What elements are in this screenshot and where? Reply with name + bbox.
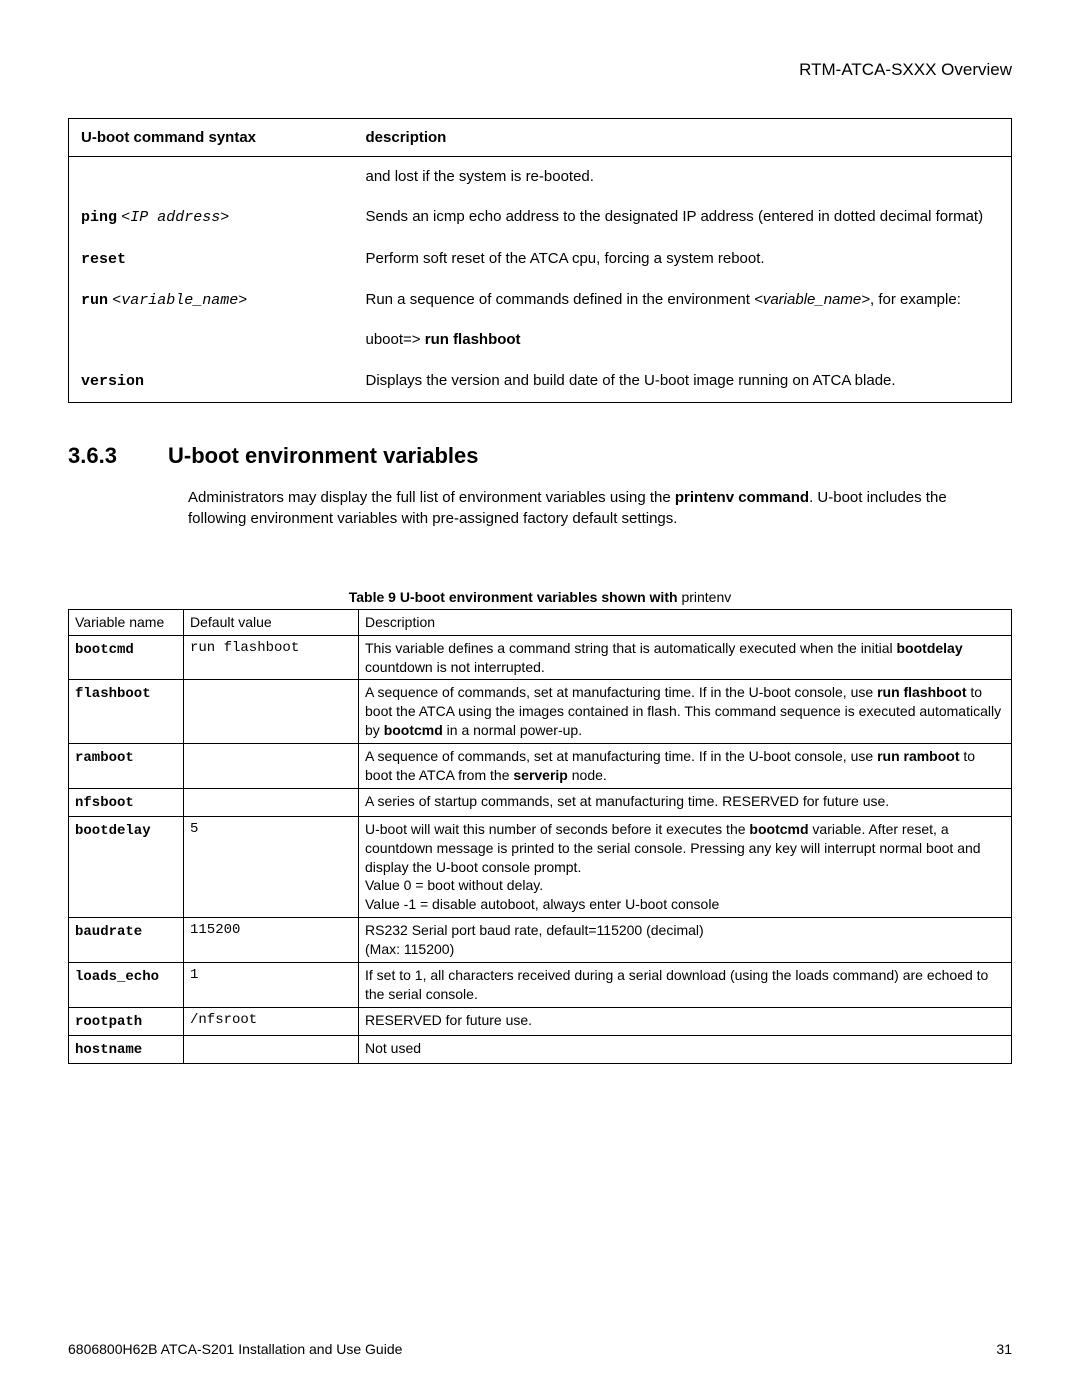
var-default-cell: 115200 [184, 918, 359, 963]
desc-cell: Sends an icmp echo address to the design… [354, 197, 1012, 238]
cmd-cell [69, 157, 354, 198]
var-name-cell: rootpath [69, 1007, 184, 1035]
table-row: hostname Not used [69, 1035, 1012, 1063]
table-row: ping <IP address>Sends an icmp echo addr… [69, 197, 1012, 238]
table-row: bootdelay5U-boot will wait this number o… [69, 816, 1012, 917]
page-header: RTM-ATCA-SXXX Overview [68, 60, 1012, 80]
var-name-cell: ramboot [69, 744, 184, 789]
var-name-cell: bootdelay [69, 816, 184, 917]
var-desc-cell: RS232 Serial port baud rate, default=115… [359, 918, 1012, 963]
table-row: loads_echo1If set to 1, all characters r… [69, 963, 1012, 1008]
footer-page-number: 31 [996, 1341, 1012, 1357]
cmd-cell: ping <IP address> [69, 197, 354, 238]
cmd-cell: run <variable_name> [69, 280, 354, 361]
cmd-cell: reset [69, 239, 354, 280]
var-default-cell: /nfsroot [184, 1007, 359, 1035]
var-desc-cell: RESERVED for future use. [359, 1007, 1012, 1035]
table9-caption: Table 9 U-boot environment variables sho… [68, 589, 1012, 605]
table-row: run <variable_name>Run a sequence of com… [69, 280, 1012, 361]
section-heading: 3.6.3U-boot environment variables [68, 443, 1012, 469]
table-row: and lost if the system is re-booted. [69, 157, 1012, 198]
var-name-cell: hostname [69, 1035, 184, 1063]
var-table-header-name: Variable name [69, 609, 184, 635]
table-row: resetPerform soft reset of the ATCA cpu,… [69, 239, 1012, 280]
var-desc-cell: A sequence of commands, set at manufactu… [359, 744, 1012, 789]
var-default-cell [184, 680, 359, 744]
var-name-cell: flashboot [69, 680, 184, 744]
var-desc-cell: This variable defines a command string t… [359, 635, 1012, 680]
var-name-cell: bootcmd [69, 635, 184, 680]
table-row: rootpath/nfsrootRESERVED for future use. [69, 1007, 1012, 1035]
table9-caption-rest: printenv [681, 589, 731, 605]
cmd-table-header-syntax: U-boot command syntax [69, 119, 354, 157]
cmd-cell: version [69, 361, 354, 403]
var-name-cell: baudrate [69, 918, 184, 963]
var-name-cell: nfsboot [69, 788, 184, 816]
desc-cell: Displays the version and build date of t… [354, 361, 1012, 403]
cmd-table-header-desc: description [354, 119, 1012, 157]
desc-cell: and lost if the system is re-booted. [354, 157, 1012, 198]
page-footer: 6806800H62B ATCA-S201 Installation and U… [68, 1341, 1012, 1357]
section-body: Administrators may display the full list… [188, 487, 972, 529]
var-desc-cell: Not used [359, 1035, 1012, 1063]
var-table-header-desc: Description [359, 609, 1012, 635]
env-var-table: Variable name Default value Description … [68, 609, 1012, 1064]
var-default-cell [184, 1035, 359, 1063]
var-default-cell [184, 744, 359, 789]
var-desc-cell: A sequence of commands, set at manufactu… [359, 680, 1012, 744]
var-desc-cell: If set to 1, all characters received dur… [359, 963, 1012, 1008]
table9-caption-bold: Table 9 U-boot environment variables sho… [349, 589, 682, 605]
var-name-cell: loads_echo [69, 963, 184, 1008]
section-title: U-boot environment variables [168, 443, 479, 468]
table-row: ramboot A sequence of commands, set at ma… [69, 744, 1012, 789]
var-desc-cell: A series of startup commands, set at man… [359, 788, 1012, 816]
uboot-command-table: U-boot command syntax description and lo… [68, 118, 1012, 403]
footer-left: 6806800H62B ATCA-S201 Installation and U… [68, 1341, 402, 1357]
var-default-cell: 5 [184, 816, 359, 917]
section-number: 3.6.3 [68, 443, 168, 469]
var-default-cell: 1 [184, 963, 359, 1008]
var-table-header-default: Default value [184, 609, 359, 635]
desc-cell: Perform soft reset of the ATCA cpu, forc… [354, 239, 1012, 280]
var-default-cell: run flashboot [184, 635, 359, 680]
var-default-cell [184, 788, 359, 816]
table-row: versionDisplays the version and build da… [69, 361, 1012, 403]
table-row: bootcmdrun flashbootThis variable define… [69, 635, 1012, 680]
desc-cell: Run a sequence of commands defined in th… [354, 280, 1012, 361]
table-row: baudrate115200RS232 Serial port baud rat… [69, 918, 1012, 963]
table-row: nfsboot A series of startup commands, set… [69, 788, 1012, 816]
var-desc-cell: U-boot will wait this number of seconds … [359, 816, 1012, 917]
table-row: flashboot A sequence of commands, set at … [69, 680, 1012, 744]
